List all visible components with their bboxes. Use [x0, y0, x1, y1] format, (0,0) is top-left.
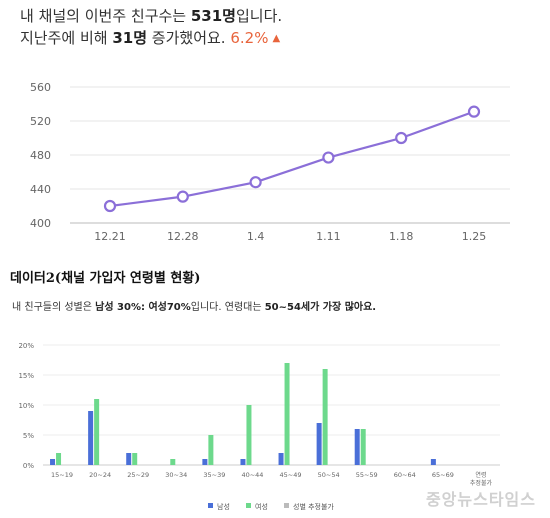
x-tick-label: 연령 — [475, 471, 486, 479]
data-point — [176, 190, 189, 203]
bar-female — [170, 459, 176, 465]
friend-count-headline: 내 채널의 이번주 친구수는 531명입니다. — [20, 5, 282, 26]
x-tick-label: 65~69 — [432, 471, 454, 479]
friend-trend-line-chart: 560 520 480 440 400 12.21 12.28 1.4 1.11 1.18 1.25 — [30, 81, 510, 243]
x-tick-label: 1.4 — [247, 230, 265, 243]
y-tick-label: 480 — [30, 149, 51, 162]
summary-gender: 남성 30%: 여성70% — [95, 302, 191, 313]
y-tick-label: 15% — [18, 372, 34, 380]
x-tick-label: 20~24 — [89, 471, 111, 479]
x-tick-label: 12.28 — [167, 230, 199, 243]
bar-male — [278, 453, 284, 465]
headline-prefix: 내 채널의 이번주 친구수는 — [20, 7, 191, 25]
x-tick-label: 45~49 — [280, 471, 302, 479]
y-tick-label: 5% — [23, 432, 34, 440]
section-title: 데이터2(채널 가입자 연령별 현황) — [10, 271, 201, 286]
bar-male — [240, 459, 246, 465]
bar-female — [360, 429, 366, 465]
bar-male — [88, 411, 94, 465]
bar-male — [430, 459, 436, 465]
legend-label: 성별 추정불가 — [293, 502, 334, 511]
bar-male — [316, 423, 322, 465]
friend-count-value: 531명 — [190, 7, 236, 25]
gender-age-summary: 내 친구들의 성별은 남성 30%: 여성70%입니다. 연령대는 50~54세… — [12, 298, 376, 313]
y-tick-label: 560 — [30, 81, 51, 94]
x-tick-label: 30~34 — [165, 471, 187, 479]
legend-swatch-female — [246, 503, 251, 508]
data-point — [395, 131, 408, 145]
y-tick-label: 520 — [30, 115, 51, 128]
bar-female — [322, 369, 328, 465]
series-line — [109, 110, 475, 208]
x-tick-label: 60~64 — [394, 471, 416, 479]
bar-female — [246, 405, 252, 465]
x-tick-label: 1.18 — [389, 230, 414, 243]
bar-male — [202, 459, 208, 465]
x-tick-label: 55~59 — [356, 471, 378, 479]
friend-change-headline: 지난주에 비해 31명 증가했어요. 6.2% ▲ — [20, 27, 280, 48]
x-tick-label: 12.21 — [94, 230, 126, 243]
age-gender-bar-chart: 20% 15% 10% 5% 0% 15~19 20~24 25~29 30~34 35~39 40… — [18, 342, 500, 511]
change-count-value: 31명 — [112, 29, 148, 47]
triangle-up-icon: ▲ — [272, 33, 281, 44]
y-tick-label: 20% — [18, 342, 34, 350]
data-point — [103, 199, 117, 213]
summary-prefix: 내 친구들의 성별은 — [12, 302, 96, 313]
legend-swatch-unknown — [284, 503, 289, 508]
x-tick-label: 25~29 — [127, 471, 149, 479]
headline-suffix: 입니다. — [236, 7, 283, 25]
y-tick-label: 400 — [30, 217, 51, 230]
change-percent: 6.2% — [230, 29, 269, 47]
x-tick-label: 1.25 — [462, 230, 487, 243]
x-tick-label: 추정불가 — [470, 479, 493, 487]
bar-female — [208, 435, 214, 465]
legend-label: 여성 — [255, 502, 268, 511]
bar-female — [94, 399, 100, 465]
bar-female — [56, 453, 62, 465]
x-tick-label: 40~44 — [241, 471, 263, 479]
x-tick-label: 1.11 — [316, 230, 341, 243]
data-point — [467, 105, 481, 118]
y-tick-label: 440 — [30, 183, 51, 196]
x-tick-label: 50~54 — [318, 471, 340, 479]
change-suffix: 증가했어요. — [147, 29, 231, 47]
x-tick-label: 15~19 — [51, 471, 73, 479]
bar-female — [132, 453, 138, 465]
watermark: 중앙뉴스타임스 — [425, 490, 536, 509]
legend-swatch-male — [208, 503, 213, 508]
data-point — [322, 151, 335, 164]
y-tick-label: 0% — [23, 462, 34, 470]
summary-age: 50~54세가 가장 많아요. — [264, 302, 377, 313]
bar-male — [50, 459, 56, 465]
x-tick-label: 35~39 — [203, 471, 225, 479]
legend-label: 남성 — [217, 502, 230, 511]
data-point — [249, 176, 262, 189]
bar-male — [126, 453, 132, 465]
y-tick-label: 10% — [18, 402, 34, 410]
bar-female — [284, 363, 290, 465]
bar-male — [354, 429, 360, 465]
summary-middle: 입니다. 연령대는 — [190, 302, 265, 313]
change-prefix: 지난주에 비해 — [20, 29, 113, 47]
